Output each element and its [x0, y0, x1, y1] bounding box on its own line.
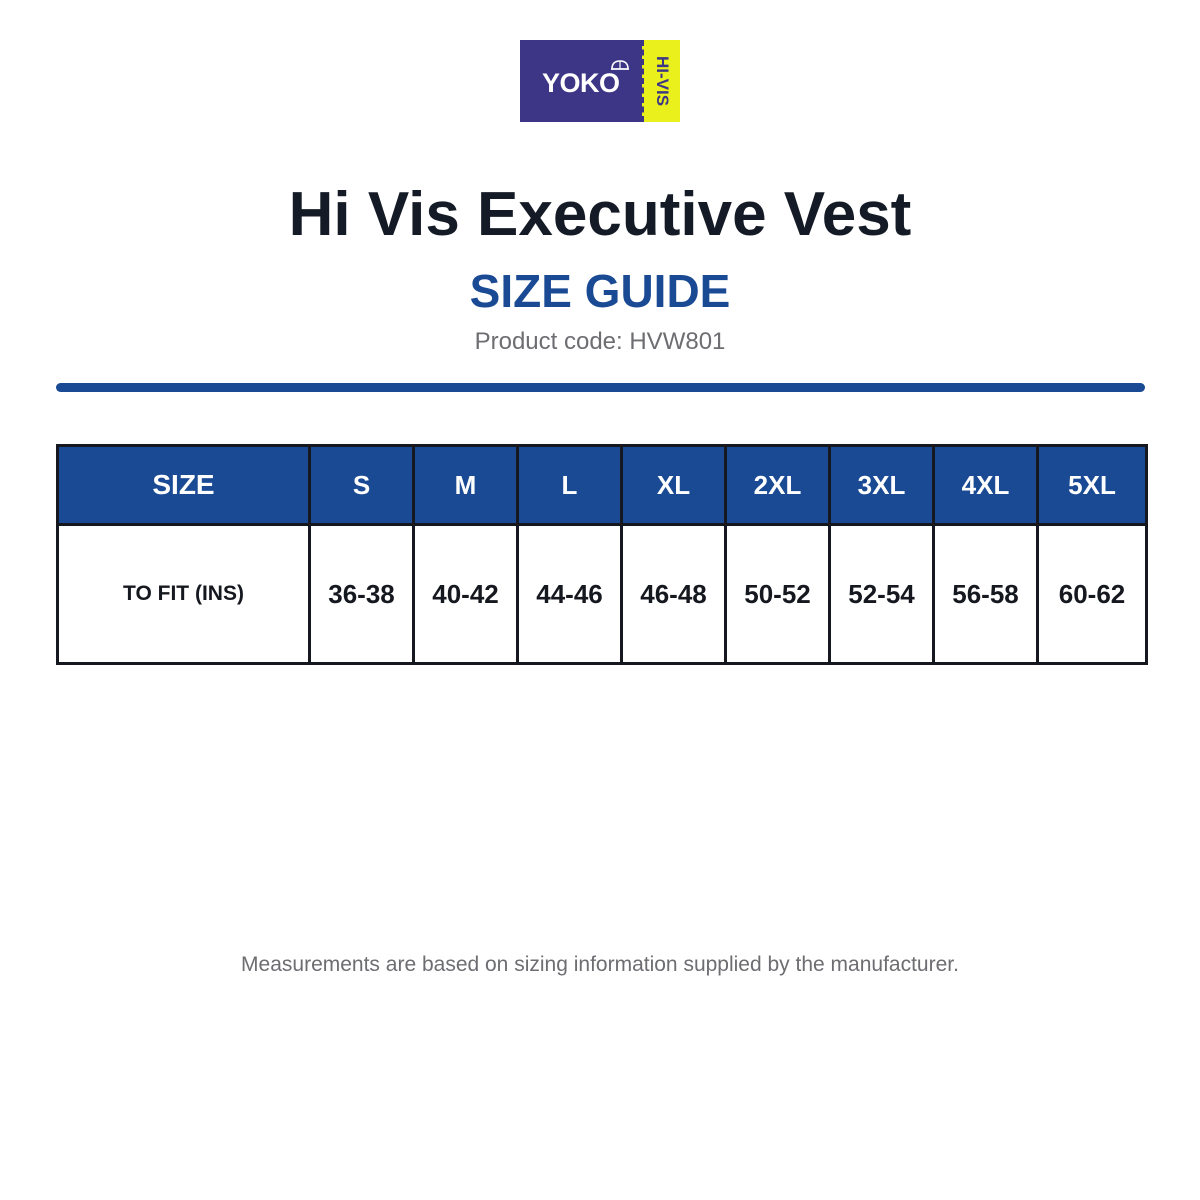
size-header: 4XL [932, 444, 1039, 526]
divider [56, 383, 1145, 392]
size-header: XL [620, 444, 727, 526]
size-header: 2XL [724, 444, 831, 526]
logo-tag-panel: HI-VIS [642, 40, 680, 122]
table-cell: 60-62 [1036, 523, 1148, 665]
table-cell: 56-58 [932, 523, 1039, 665]
hard-hat-icon [611, 60, 629, 70]
size-header: S [308, 444, 415, 526]
table-cell: 46-48 [620, 523, 727, 665]
table-row: TO FIT (INS) 36-38 40-42 44-46 46-48 50-… [56, 523, 1148, 665]
row-label: TO FIT (INS) [56, 523, 311, 665]
size-header: L [516, 444, 623, 526]
table-cell: 44-46 [516, 523, 623, 665]
table-header-row: SIZE S M L XL 2XL 3XL 4XL 5XL [56, 444, 1148, 526]
table-cell: 50-52 [724, 523, 831, 665]
product-code: Product code: HVW801 [474, 328, 726, 355]
size-header: 5XL [1036, 444, 1148, 526]
page-subtitle: SIZE GUIDE [469, 265, 731, 317]
size-header: M [412, 444, 519, 526]
table-cell: 52-54 [828, 523, 935, 665]
logo-tag-text: HI-VIS [653, 55, 672, 107]
logo-brand-panel: YOKO [520, 40, 642, 122]
table-cell: 40-42 [412, 523, 519, 665]
table-header-label: SIZE [56, 444, 311, 526]
size-header: 3XL [828, 444, 935, 526]
footnote: Measurements are based on sizing informa… [241, 953, 959, 976]
logo-brand-text: YOKO [542, 68, 620, 98]
page-title: Hi Vis Executive Vest [288, 180, 912, 249]
table-cell: 36-38 [308, 523, 415, 665]
size-table: SIZE S M L XL 2XL 3XL 4XL 5XL TO FIT (IN… [56, 444, 1148, 665]
brand-logo: YOKO HI-VIS [520, 40, 680, 122]
